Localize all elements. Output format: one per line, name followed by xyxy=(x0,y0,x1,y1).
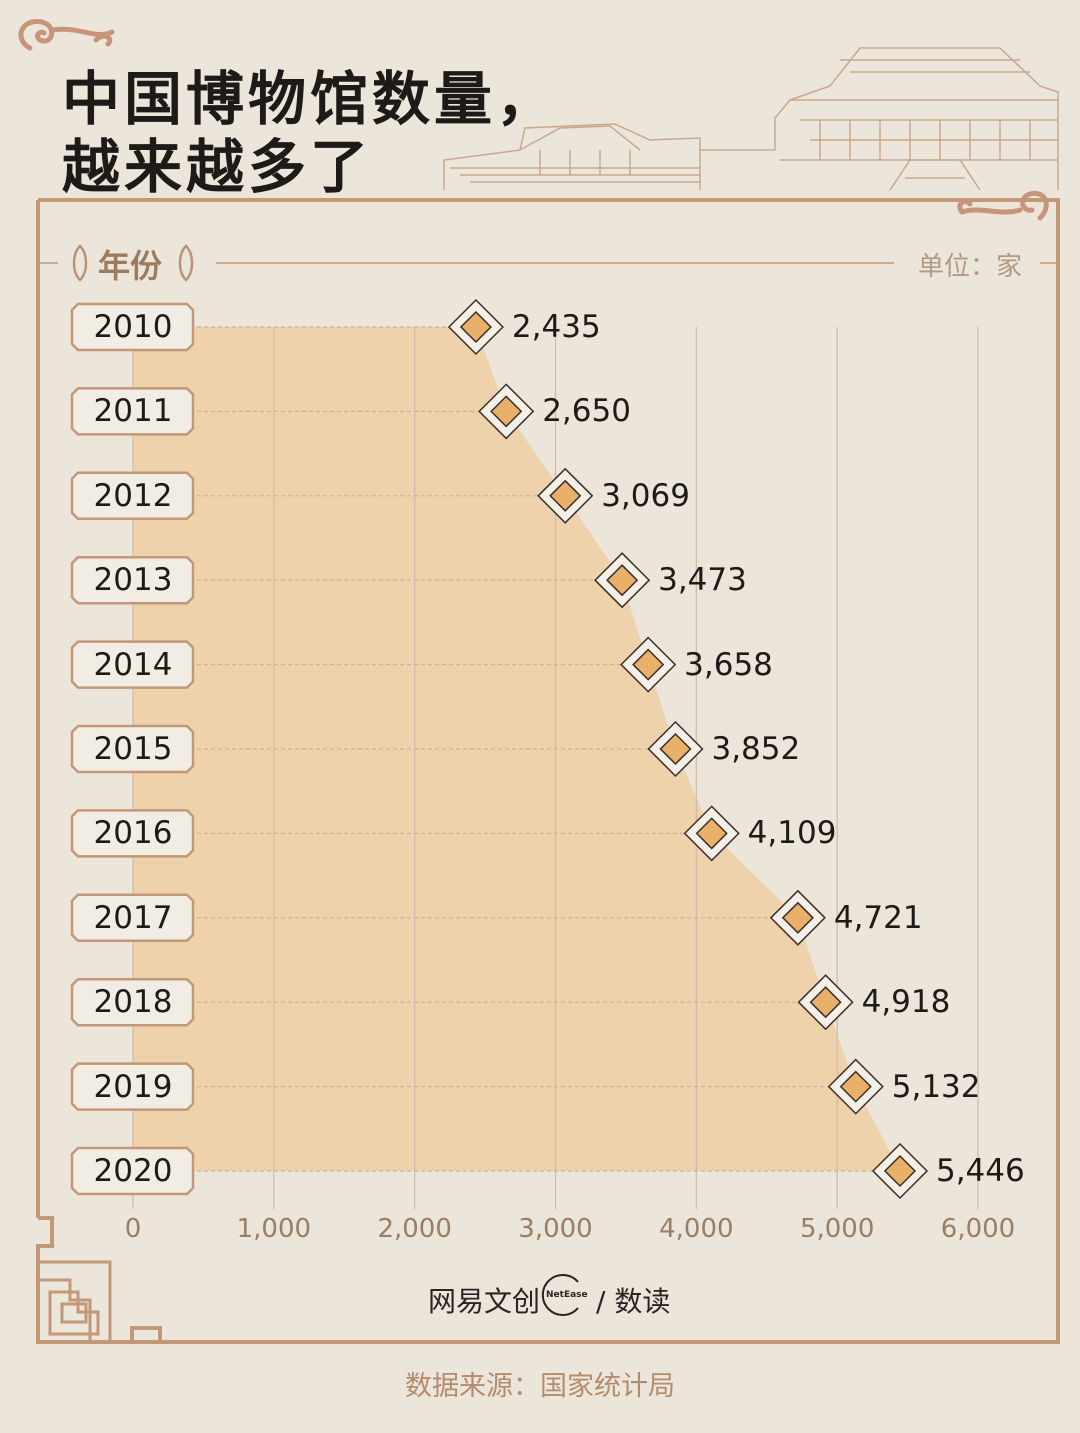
brand-logo-english: NetEase xyxy=(546,1290,588,1300)
chart-title-line-1: 中国博物馆数量， xyxy=(62,65,559,133)
year-label: 2016 xyxy=(93,815,173,852)
year-label: 2014 xyxy=(93,646,173,683)
data-point-marker-inner xyxy=(606,564,639,597)
year-label: 2013 xyxy=(93,562,173,599)
area-fill xyxy=(133,327,900,1171)
unit-label: 单位：家 xyxy=(918,252,1023,282)
fret-ornament xyxy=(38,1260,112,1342)
brand-logo-ring xyxy=(541,1274,579,1316)
x-tick-label: 2,000 xyxy=(377,1214,452,1244)
brand-logo-sub: / 数读 xyxy=(596,1285,671,1318)
value-label: 4,918 xyxy=(861,984,951,1021)
brand-logo-text: 网易文创 xyxy=(428,1285,541,1318)
data-point-marker-inner xyxy=(659,732,692,766)
x-tick-label: 1,000 xyxy=(236,1214,312,1244)
value-label: 4,721 xyxy=(833,899,923,936)
year-label: 2017 xyxy=(93,899,173,936)
year-plaque xyxy=(70,977,195,1027)
year-label: 2020 xyxy=(93,1153,173,1189)
year-plaque xyxy=(70,1146,195,1196)
year-plaque xyxy=(70,809,195,858)
data-point-marker-inner xyxy=(809,986,842,1019)
year-label: 2018 xyxy=(93,984,173,1021)
year-plaque xyxy=(70,555,195,605)
x-tick-label: 5,000 xyxy=(799,1214,875,1244)
data-point-marker-inner xyxy=(549,479,582,512)
value-label: 5,132 xyxy=(891,1068,981,1105)
value-label: 3,852 xyxy=(711,731,801,767)
data-point-marker-inner xyxy=(883,1154,917,1188)
value-label: 3,069 xyxy=(601,477,690,514)
year-label: 2015 xyxy=(93,731,173,767)
chart-frame xyxy=(36,198,1060,1344)
cloud-ornament-top xyxy=(18,19,115,51)
data-point-marker-inner xyxy=(781,901,814,934)
year-label: 2010 xyxy=(93,309,173,345)
year-label: 2012 xyxy=(93,477,173,514)
value-label: 4,109 xyxy=(747,815,837,852)
x-tick-label: 6,000 xyxy=(940,1214,1016,1244)
year-header-ornament xyxy=(72,244,194,282)
cloud-ornament-frame xyxy=(957,190,1049,221)
x-tick-label: 0 xyxy=(124,1214,142,1244)
year-plaque xyxy=(70,893,195,943)
data-point-marker-inner xyxy=(695,817,728,850)
data-point-marker-inner xyxy=(459,310,492,344)
data-point-marker-inner xyxy=(839,1070,872,1103)
palace-illustration xyxy=(443,47,1059,191)
chart-title-line-2: 越来越多了 xyxy=(62,133,373,201)
value-label: 2,435 xyxy=(511,309,601,345)
year-plaque xyxy=(70,302,195,352)
value-label: 3,473 xyxy=(658,562,747,599)
year-axis-header: 年份 xyxy=(98,247,163,285)
value-label: 3,658 xyxy=(684,646,773,683)
year-plaque xyxy=(70,387,195,436)
year-label: 2011 xyxy=(93,393,173,430)
value-label: 5,446 xyxy=(935,1153,1025,1189)
year-label: 2019 xyxy=(93,1068,173,1105)
x-tick-label: 3,000 xyxy=(518,1214,593,1244)
data-point-marker-inner xyxy=(632,648,665,681)
data-point-marker-inner xyxy=(490,395,523,428)
data-source: 数据来源：国家统计局 xyxy=(405,1371,675,1402)
x-tick-label: 4,000 xyxy=(659,1214,734,1244)
year-plaque xyxy=(70,724,195,774)
value-label: 2,650 xyxy=(542,393,631,430)
year-plaque xyxy=(70,640,195,689)
year-plaque xyxy=(70,1062,195,1111)
year-plaque xyxy=(70,471,195,521)
